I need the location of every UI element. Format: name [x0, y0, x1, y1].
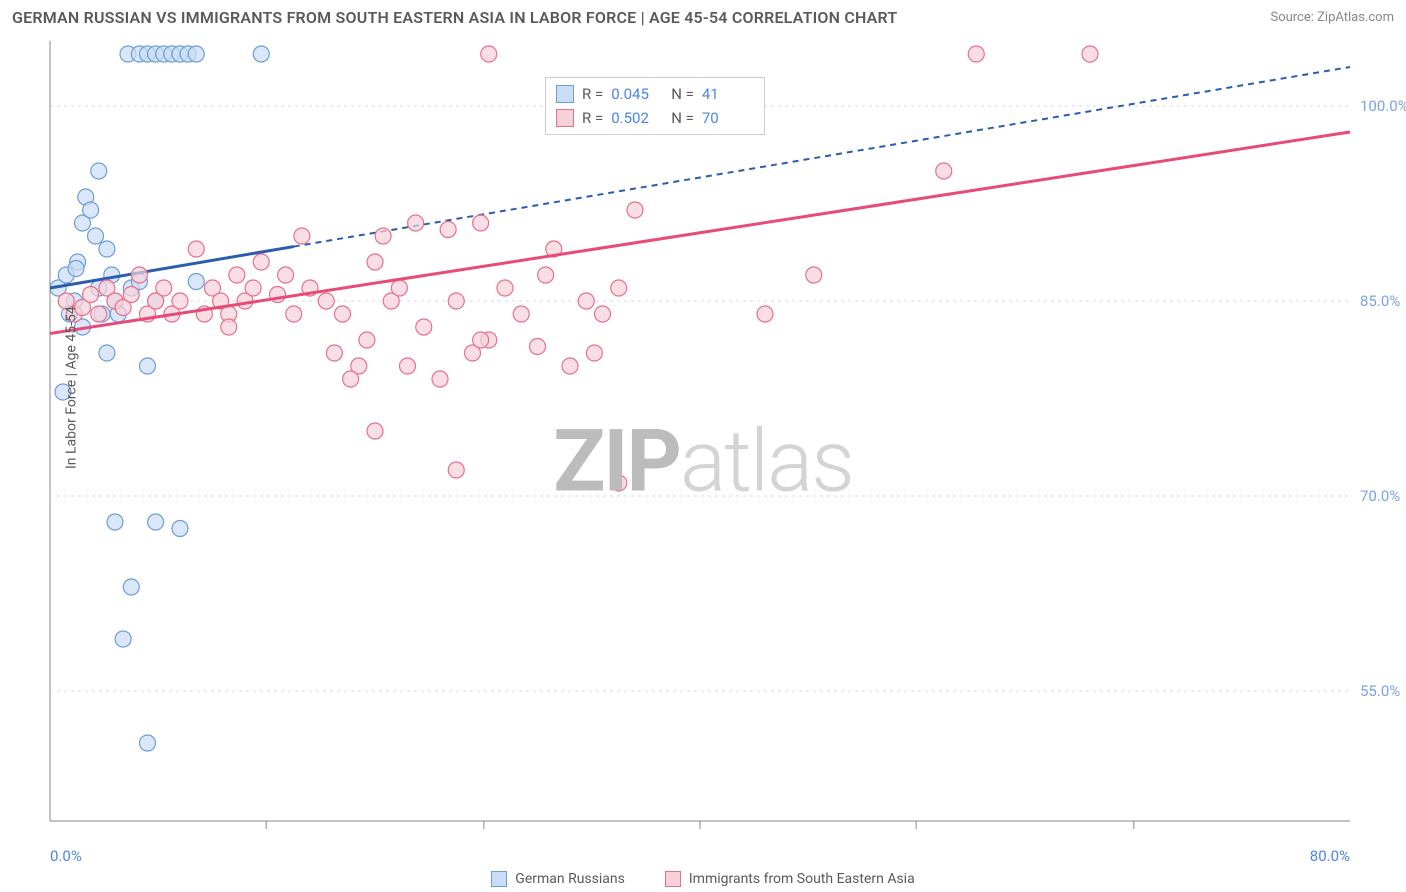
scatter-point: [83, 202, 99, 218]
scatter-point: [400, 358, 416, 374]
scatter-point: [391, 280, 407, 296]
scatter-point: [343, 371, 359, 387]
scatter-point: [188, 274, 204, 290]
scatter-point: [586, 345, 602, 361]
y-tick-label: 100.0%: [1360, 97, 1406, 115]
scatter-point: [172, 293, 188, 309]
scatter-point: [473, 332, 489, 348]
x-tick-label: 80.0%: [1310, 847, 1350, 865]
legend-swatch-icon: [491, 871, 507, 887]
legend-swatch-icon: [665, 871, 681, 887]
scatter-point: [229, 267, 245, 283]
scatter-point: [440, 222, 456, 238]
scatter-point: [68, 261, 84, 277]
scatter-point: [221, 319, 237, 335]
scatter-point: [375, 228, 391, 244]
scatter-point: [156, 280, 172, 296]
legend-item: German Russians: [491, 871, 625, 887]
scatter-point: [757, 306, 773, 322]
scatter-point: [123, 287, 139, 303]
scatter-point: [497, 280, 513, 296]
scatter-point: [172, 521, 188, 537]
r-label: R =: [582, 82, 603, 106]
y-tick-label: 55.0%: [1360, 682, 1400, 700]
scatter-point: [367, 423, 383, 439]
y-tick-label: 70.0%: [1360, 487, 1400, 505]
scatter-point: [253, 46, 269, 62]
scatter-point: [99, 345, 115, 361]
scatter-point: [253, 254, 269, 270]
y-axis-label: In Labor Force | Age 45-54: [63, 306, 79, 469]
scatter-point: [91, 306, 107, 322]
legend-label: Immigrants from South Eastern Asia: [689, 871, 915, 887]
x-tick-label: 0.0%: [50, 847, 82, 865]
scatter-point: [88, 228, 104, 244]
scatter-point: [99, 241, 115, 257]
r-label: R =: [582, 106, 603, 130]
scatter-point: [538, 267, 554, 283]
scatter-point: [318, 293, 334, 309]
series-swatch-icon: [556, 109, 574, 127]
scatter-point: [294, 228, 310, 244]
scatter-point: [359, 332, 375, 348]
scatter-point: [83, 287, 99, 303]
trend-line: [50, 132, 1350, 334]
legend-bottom: German Russians Immigrants from South Eas…: [0, 871, 1406, 887]
stats-row: R = 0.502 N = 70: [556, 106, 754, 130]
title-bar: GERMAN RUSSIAN VS IMMIGRANTS FROM SOUTH …: [0, 0, 1406, 31]
scatter-point: [416, 319, 432, 335]
n-label: N =: [671, 106, 694, 130]
scatter-point: [326, 345, 342, 361]
legend-label: German Russians: [515, 871, 625, 887]
source-label: Source: ZipAtlas.com: [1270, 10, 1394, 25]
stats-row: R = 0.045 N = 41: [556, 82, 754, 106]
scatter-point: [513, 306, 529, 322]
scatter-point: [148, 514, 164, 530]
legend-item: Immigrants from South Eastern Asia: [665, 871, 915, 887]
scatter-point: [278, 267, 294, 283]
scatter-point: [611, 280, 627, 296]
scatter-point: [481, 46, 497, 62]
scatter-point: [611, 475, 627, 491]
scatter-point: [448, 293, 464, 309]
r-value: 0.045: [611, 82, 663, 106]
scatter-point: [968, 46, 984, 62]
r-value: 0.502: [611, 106, 663, 130]
scatter-point: [627, 202, 643, 218]
scatter-point: [367, 254, 383, 270]
scatter-point: [530, 339, 546, 355]
scatter-point: [473, 215, 489, 231]
scatter-point: [123, 579, 139, 595]
stats-legend-box: R = 0.045 N = 41R = 0.502 N = 70: [545, 77, 765, 135]
scatter-point: [335, 306, 351, 322]
scatter-point: [245, 280, 261, 296]
scatter-point: [91, 163, 107, 179]
correlation-scatter-chart: 55.0% 70.0% 85.0% 100.0% 0.0% 80.0%: [0, 31, 1406, 891]
scatter-point: [286, 306, 302, 322]
scatter-point: [188, 46, 204, 62]
scatter-point: [595, 306, 611, 322]
scatter-point: [806, 267, 822, 283]
chart-container: 55.0%70.0%85.0%100.0%0.0%80.0% ZIPatlas …: [0, 31, 1406, 891]
scatter-point: [1082, 46, 1098, 62]
scatter-point: [432, 371, 448, 387]
scatter-point: [408, 215, 424, 231]
n-value: 70: [702, 106, 754, 130]
scatter-point: [140, 735, 156, 751]
chart-title: GERMAN RUSSIAN VS IMMIGRANTS FROM SOUTH …: [12, 8, 897, 27]
n-label: N =: [671, 82, 694, 106]
scatter-point: [562, 358, 578, 374]
scatter-point: [115, 631, 131, 647]
scatter-point: [936, 163, 952, 179]
scatter-point: [131, 267, 147, 283]
scatter-point: [578, 293, 594, 309]
y-tick-label: 85.0%: [1360, 292, 1400, 310]
scatter-point: [448, 462, 464, 478]
series-swatch-icon: [556, 85, 574, 103]
scatter-point: [107, 514, 123, 530]
scatter-point: [188, 241, 204, 257]
n-value: 41: [702, 82, 754, 106]
scatter-point: [140, 358, 156, 374]
